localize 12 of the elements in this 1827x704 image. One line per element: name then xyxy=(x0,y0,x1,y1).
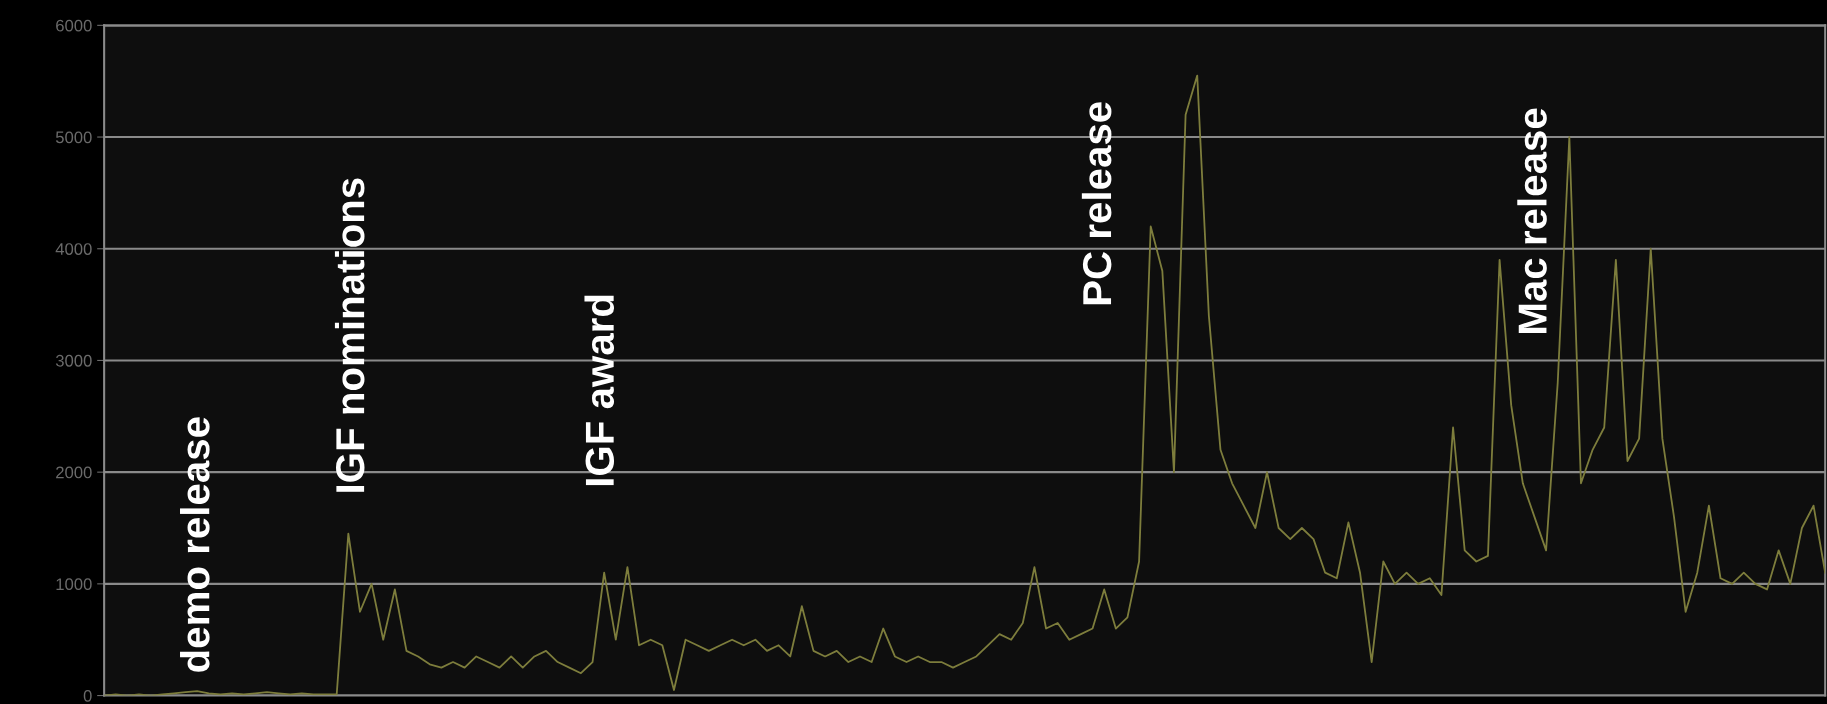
annotation: IGF nominations xyxy=(334,178,365,492)
y-tick-label: 2000 xyxy=(56,466,92,479)
y-tick-label: 1000 xyxy=(56,578,92,591)
y-tick-label: 4000 xyxy=(55,243,92,255)
y-tick-label: 5000 xyxy=(55,131,92,144)
y-tick-label: 0 xyxy=(83,689,92,702)
annotation: demo release xyxy=(180,417,210,672)
annotation: IGF award xyxy=(584,295,615,486)
annotation: Mac release xyxy=(1517,108,1547,333)
y-tick-label: 3000 xyxy=(55,354,92,367)
annotation: PC release xyxy=(1081,102,1112,305)
y-tick-label: 6000 xyxy=(56,19,92,32)
